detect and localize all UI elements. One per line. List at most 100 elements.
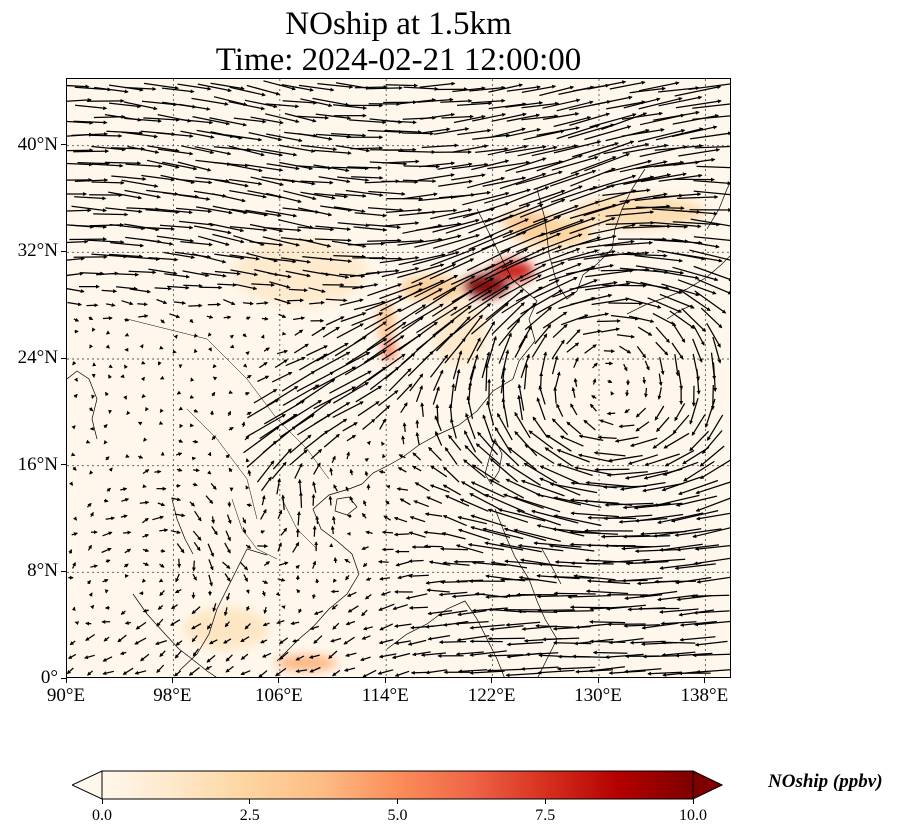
wind-vector bbox=[323, 433, 340, 448]
wind-vector bbox=[88, 316, 94, 321]
wind-vector bbox=[249, 241, 284, 247]
wind-vector bbox=[312, 481, 317, 493]
wind-vector bbox=[332, 381, 369, 404]
wind-vector bbox=[699, 445, 725, 467]
wind-vector bbox=[381, 266, 420, 278]
wind-vector bbox=[433, 369, 444, 391]
wind-vector bbox=[212, 603, 217, 612]
wind-vector bbox=[435, 316, 471, 352]
wind-vector bbox=[297, 478, 302, 494]
wind-vector bbox=[699, 459, 730, 480]
wind-vector bbox=[71, 452, 76, 457]
wind-vector bbox=[258, 670, 268, 677]
wind-vector bbox=[420, 402, 425, 417]
wind-vector bbox=[290, 621, 300, 626]
wind-vector bbox=[245, 316, 251, 321]
wind-vector bbox=[517, 543, 564, 552]
wind-vector bbox=[532, 416, 548, 438]
wind-vector bbox=[260, 476, 272, 492]
wind-vector bbox=[192, 648, 200, 657]
wind-vector bbox=[101, 547, 112, 554]
wind-vector bbox=[481, 351, 491, 379]
wind-vector bbox=[518, 575, 557, 584]
x-tick-mark bbox=[597, 678, 599, 683]
wind-vector bbox=[606, 471, 648, 477]
wind-vector bbox=[469, 493, 503, 511]
wind-vector bbox=[551, 355, 559, 375]
wind-vector bbox=[143, 437, 148, 442]
wind-vector bbox=[438, 591, 468, 597]
y-tick-mark bbox=[61, 464, 66, 466]
wind-vector bbox=[674, 528, 722, 537]
wind-vector bbox=[416, 306, 458, 334]
wind-vector bbox=[194, 333, 199, 338]
wind-vector bbox=[379, 623, 394, 631]
wind-vector bbox=[428, 446, 442, 462]
wind-vector bbox=[470, 514, 506, 527]
wind-vector bbox=[538, 562, 582, 568]
wind-vector bbox=[339, 298, 364, 306]
wind-vector bbox=[569, 530, 619, 535]
wind-vector bbox=[344, 558, 351, 564]
wind-vector bbox=[295, 655, 305, 661]
wind-vector bbox=[246, 252, 278, 263]
wind-vector bbox=[485, 289, 524, 321]
wind-vector bbox=[246, 605, 250, 612]
wind-vector bbox=[520, 666, 559, 671]
wind-vector bbox=[361, 546, 369, 551]
wind-vector bbox=[451, 277, 495, 303]
wind-vector bbox=[182, 270, 210, 278]
wind-vector bbox=[156, 618, 164, 627]
wind-vector bbox=[693, 265, 730, 282]
wind-vector bbox=[642, 654, 677, 659]
wind-vector bbox=[276, 620, 285, 625]
wind-vector bbox=[625, 389, 630, 397]
wind-vector bbox=[402, 131, 435, 136]
wind-vector bbox=[124, 317, 130, 322]
wind-vector bbox=[408, 531, 426, 538]
wind-vector bbox=[662, 461, 699, 476]
wind-vector bbox=[401, 435, 406, 445]
wind-vector bbox=[399, 498, 411, 506]
wind-vector bbox=[212, 376, 218, 381]
wind-vector bbox=[175, 573, 180, 583]
wind-vector bbox=[624, 470, 668, 480]
wind-vector bbox=[388, 368, 412, 392]
wind-vector bbox=[91, 394, 96, 399]
wind-vector bbox=[294, 462, 303, 479]
wind-vector bbox=[88, 592, 93, 597]
wind-vector bbox=[332, 622, 340, 630]
wind-vector bbox=[675, 576, 712, 585]
wind-vector bbox=[306, 345, 328, 357]
wind-vector bbox=[659, 357, 665, 375]
wind-vector bbox=[575, 623, 613, 630]
wind-vector bbox=[398, 150, 436, 155]
wind-vector bbox=[554, 371, 561, 388]
wind-vector bbox=[261, 316, 269, 321]
wind-vector bbox=[105, 330, 111, 335]
wind-vector bbox=[655, 326, 670, 344]
wind-vector bbox=[692, 653, 730, 658]
wind-vector bbox=[120, 610, 126, 615]
wind-vector bbox=[244, 623, 251, 630]
wind-vector bbox=[289, 449, 308, 466]
wind-vector bbox=[456, 635, 490, 642]
wind-vector bbox=[329, 351, 371, 375]
wind-vector bbox=[281, 399, 322, 426]
wind-vector bbox=[520, 353, 530, 378]
wind-vector bbox=[365, 295, 403, 312]
wind-vector bbox=[605, 604, 646, 611]
wind-vector bbox=[123, 563, 129, 568]
wind-vector bbox=[535, 262, 582, 282]
wind-vector bbox=[408, 605, 428, 610]
wind-vector bbox=[623, 363, 628, 372]
wind-vector bbox=[539, 465, 579, 484]
wind-vector bbox=[207, 451, 212, 457]
wind-vector bbox=[251, 282, 275, 287]
wind-vector bbox=[193, 468, 200, 473]
wind-vector bbox=[278, 313, 287, 318]
wind-vector bbox=[362, 562, 368, 568]
wind-vector bbox=[86, 502, 92, 508]
wind-vector bbox=[635, 265, 685, 275]
wind-vector bbox=[641, 622, 678, 630]
